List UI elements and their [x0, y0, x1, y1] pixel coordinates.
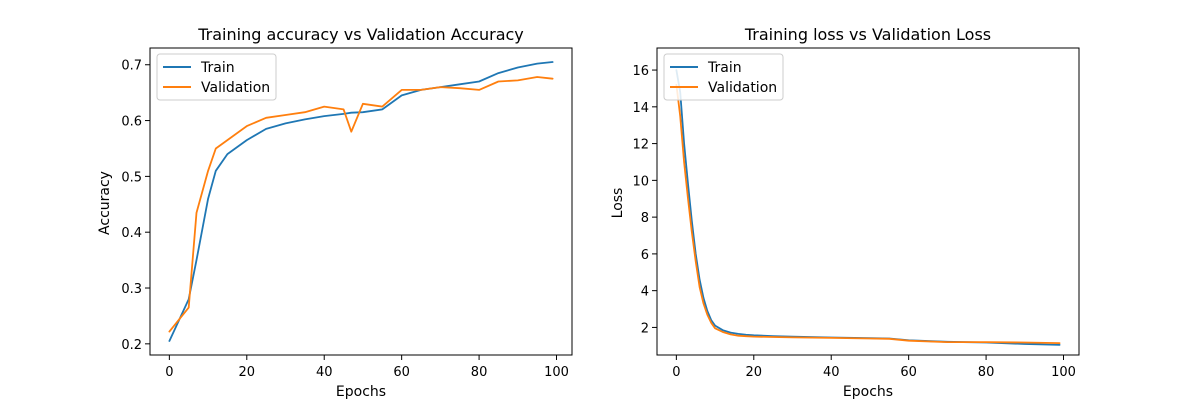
accuracy-chart-title: Training accuracy vs Validation Accuracy	[197, 25, 524, 44]
accuracy-chart-legend: Train Validation	[156, 53, 277, 101]
loss-xtick-label: 60	[900, 365, 917, 380]
loss-ytick-label: 6	[641, 248, 649, 263]
accuracy-chart-series	[168, 61, 554, 342]
accuracy-ytick-label: 0.5	[121, 170, 142, 185]
loss-ytick-label: 14	[632, 101, 649, 116]
accuracy-validation-line	[168, 76, 554, 333]
loss-ytick-label: 4	[641, 285, 649, 300]
accuracy-legend-validation-label: Validation	[201, 80, 270, 96]
loss-chart-series	[675, 69, 1061, 346]
loss-validation-line	[675, 83, 1061, 345]
loss-chart-ticks: 0 20 40 60 80 100 2 4 6 8 10 12 14 16	[632, 64, 1075, 380]
loss-xtick-label: 0	[672, 365, 680, 380]
accuracy-chart-frame	[149, 47, 573, 356]
accuracy-xtick-label: 20	[239, 365, 256, 380]
loss-xtick-label: 20	[746, 365, 763, 380]
loss-xtick-label: 80	[978, 365, 995, 380]
loss-legend-train-label: Train	[707, 60, 742, 76]
loss-chart-frame	[656, 47, 1080, 356]
accuracy-xtick-label: 100	[544, 365, 569, 380]
loss-ytick-label: 16	[632, 64, 649, 79]
accuracy-xtick-label: 40	[316, 365, 333, 380]
accuracy-chart-xlabel: Epochs	[336, 384, 386, 400]
loss-ytick-label: 8	[641, 211, 649, 226]
accuracy-train-line	[168, 61, 554, 342]
accuracy-chart: Training accuracy vs Validation Accuracy…	[97, 25, 573, 400]
loss-xtick-label: 40	[823, 365, 840, 380]
accuracy-xtick-label: 80	[471, 365, 488, 380]
accuracy-legend-train-label: Train	[200, 60, 235, 76]
accuracy-chart-ylabel: Accuracy	[97, 171, 113, 235]
loss-ytick-label: 10	[632, 174, 649, 189]
loss-ytick-label: 2	[641, 321, 649, 336]
accuracy-ytick-label: 0.6	[121, 115, 142, 130]
loss-chart-xlabel: Epochs	[843, 384, 893, 400]
accuracy-xtick-label: 0	[165, 365, 173, 380]
accuracy-ytick-label: 0.3	[121, 282, 142, 297]
loss-xtick-label: 100	[1051, 365, 1076, 380]
accuracy-xtick-label: 60	[393, 365, 410, 380]
loss-train-line	[675, 69, 1061, 346]
loss-legend-box	[663, 53, 784, 101]
accuracy-ytick-label: 0.4	[121, 226, 142, 241]
loss-ytick-label: 12	[632, 138, 649, 153]
loss-chart-ylabel: Loss	[610, 188, 626, 219]
accuracy-ytick-label: 0.2	[121, 338, 142, 353]
accuracy-legend-box	[156, 53, 277, 101]
loss-legend-validation-label: Validation	[708, 80, 777, 96]
loss-chart-title: Training loss vs Validation Loss	[744, 25, 991, 44]
loss-chart: Training loss vs Validation Loss Loss Ep…	[610, 25, 1080, 400]
accuracy-ytick-label: 0.7	[121, 59, 142, 74]
loss-chart-legend: Train Validation	[663, 53, 784, 101]
accuracy-chart-ticks: 0 20 40 60 80 100 0.2 0.3 0.4 0.5 0.6 0.7	[121, 59, 569, 380]
